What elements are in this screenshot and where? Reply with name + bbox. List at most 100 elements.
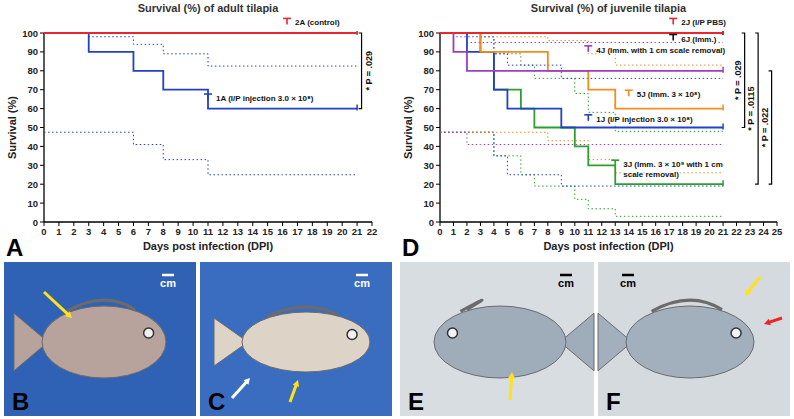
y-tick-label: 30 — [423, 160, 434, 171]
x-tick-label: 22 — [731, 226, 742, 237]
y-tick — [436, 51, 440, 52]
y-tick — [40, 70, 44, 71]
y-tick-label: 0 — [33, 217, 38, 228]
x-tick-label: 0 — [41, 226, 46, 237]
label-line: 5J (Imm. 3 × 10⁸) — [637, 90, 701, 99]
y-tick-label: 90 — [423, 46, 434, 57]
fish-eye — [447, 328, 457, 338]
censor-mark — [722, 31, 724, 35]
y-tick-label: 60 — [27, 103, 38, 114]
y-axis-title: Survival (%) — [6, 96, 18, 159]
legend-label: 1A (I/P injection 3.0 × 10⁸) — [216, 94, 314, 103]
fish-body — [242, 312, 370, 372]
arrow-head — [243, 378, 250, 385]
figure: Survival (%) of adult tilapia01234567891… — [0, 0, 794, 419]
scale-bar — [560, 274, 572, 277]
x-tick-label: 13 — [233, 226, 244, 237]
y-tick-label: 80 — [423, 65, 434, 76]
photo-background — [200, 262, 392, 416]
x-tick-label: 2 — [71, 226, 76, 237]
fish-fin — [460, 300, 482, 311]
x-tick-label: 18 — [307, 226, 318, 237]
x-tick-label: 10 — [188, 226, 199, 237]
x-tick-label: 9 — [559, 226, 564, 237]
x-tick-label: 22 — [367, 226, 378, 237]
label-line: 4J (Imm. with 1 cm scale removal) — [596, 46, 725, 55]
y-tick-label: 20 — [423, 179, 434, 190]
x-tick-label: 15 — [637, 226, 648, 237]
x-tick-label: 25 — [772, 226, 783, 237]
y-tick — [436, 108, 440, 109]
x-tick-label: 6 — [131, 226, 136, 237]
fish-body — [434, 306, 566, 378]
confidence-band — [44, 33, 357, 66]
y-tick-label: 10 — [423, 198, 434, 209]
significance-bracket — [359, 33, 362, 109]
photo-background — [400, 262, 594, 416]
x-tick-label: 5 — [116, 226, 122, 237]
legend-marker — [283, 18, 291, 24]
x-tick-label: 5 — [505, 226, 511, 237]
y-tick — [436, 33, 440, 34]
x-tick-label: 7 — [532, 226, 537, 237]
y-tick — [40, 165, 44, 166]
label-line: scale removal) — [623, 170, 679, 179]
y-tick — [436, 89, 440, 90]
arrow-shaft — [290, 385, 296, 402]
y-tick-label: 50 — [27, 122, 38, 133]
arrow-shaft — [510, 377, 512, 400]
arrow-shaft — [232, 382, 247, 398]
p-value: * P = .022 — [760, 108, 770, 148]
fish-fin — [67, 300, 135, 311]
p-value: * P = .029 — [364, 51, 374, 91]
arrow-head — [508, 372, 515, 378]
y-tick-label: 80 — [27, 65, 38, 76]
x-tick-label: 16 — [277, 226, 288, 237]
y-tick — [40, 51, 44, 52]
censor-mark — [356, 105, 358, 111]
panel-letter: B — [12, 388, 29, 415]
x-tick-label: 17 — [292, 226, 303, 237]
legend-marker — [204, 94, 212, 100]
y-tick — [40, 146, 44, 147]
censor-mark — [722, 124, 724, 130]
censor-mark — [722, 180, 724, 186]
panel-letter: C — [208, 388, 225, 415]
x-tick-label: 15 — [262, 226, 273, 237]
p-value: * P = .029 — [733, 60, 743, 100]
arrow-shaft — [748, 277, 760, 292]
scale-label: cm — [558, 277, 574, 289]
y-tick-label: 90 — [27, 46, 38, 57]
fish-fin — [268, 307, 338, 316]
legend-label: 6J (Imm.) — [681, 35, 716, 44]
y-axis-title: Survival (%) — [402, 96, 414, 159]
fish-eye — [347, 330, 357, 340]
photo-panel: cmB — [4, 262, 196, 416]
x-tick-label: 20 — [337, 226, 348, 237]
y-tick-label: 50 — [423, 122, 434, 133]
legend-label: 5J (Imm. 3 × 10⁸) — [637, 90, 701, 99]
chart-panel: Survival (%) of adult tilapia01234567891… — [6, 2, 377, 261]
x-tick-label: 21 — [352, 226, 363, 237]
censor-mark — [356, 31, 358, 35]
x-tick-label: 19 — [322, 226, 333, 237]
arrow-shaft — [769, 318, 782, 322]
x-tick-label: 4 — [491, 226, 497, 237]
x-axis — [440, 221, 777, 222]
legend-marker — [611, 160, 619, 166]
x-tick-label: 11 — [203, 226, 214, 237]
fish-body — [42, 306, 166, 378]
photo-panel: cmF — [598, 262, 790, 416]
x-tick-label: 17 — [664, 226, 675, 237]
legend-marker-stem — [672, 35, 674, 41]
label-line: 1A (I/P injection 3.0 × 10⁸) — [216, 94, 314, 103]
survival-line — [440, 33, 723, 109]
label-line: 2J (I/P PBS) — [681, 18, 726, 27]
plot-area — [440, 31, 723, 216]
arrow-head — [65, 311, 72, 318]
y-tick — [436, 146, 440, 147]
y-tick-label: 30 — [27, 160, 38, 171]
photo-panel: cmC — [200, 262, 392, 416]
legend-label: 1J (I/P injection 3.0 × 10⁸) — [596, 115, 693, 124]
y-tick — [436, 203, 440, 204]
